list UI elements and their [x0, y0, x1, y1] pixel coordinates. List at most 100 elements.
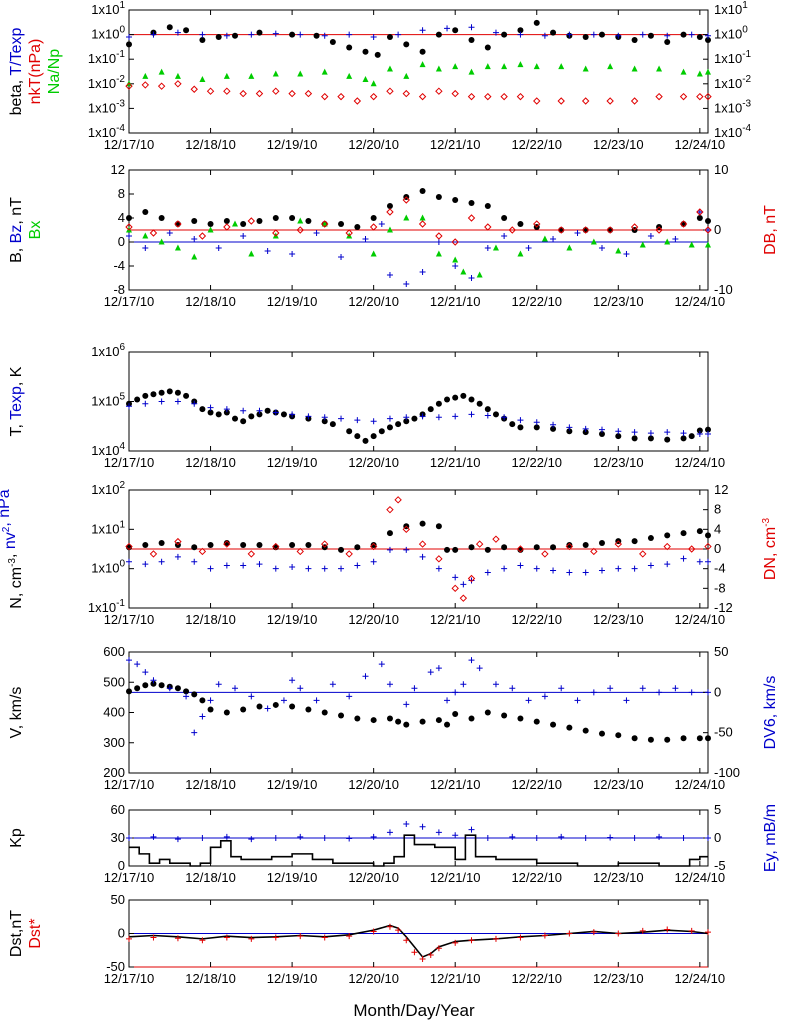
y-tick-label-left: 1x10-3: [88, 98, 126, 115]
data-point: [191, 253, 198, 260]
data-point: [672, 236, 679, 242]
data-point: [296, 226, 304, 234]
data-point: [198, 232, 207, 240]
x-tick-label: 12/22/10: [511, 971, 562, 986]
data-point: [452, 394, 459, 401]
data-point: [679, 92, 688, 101]
data-point: [590, 547, 598, 556]
x-tick-label: 12/23/10: [593, 455, 644, 470]
data-point: [475, 540, 484, 548]
data-point: [705, 32, 711, 39]
data-point: [467, 92, 476, 101]
data-point: [346, 835, 353, 842]
data-point: [598, 31, 605, 38]
y-tick-label-left: 4: [118, 210, 125, 225]
data-point: [289, 677, 296, 684]
data-point: [403, 41, 410, 48]
x-tick-label: 12/20/10: [348, 777, 399, 792]
data-point: [687, 545, 696, 553]
data-point: [255, 89, 264, 98]
y-tick-label-left: 0: [118, 926, 125, 941]
y-tick-label-left: 1x100: [91, 559, 125, 576]
data-point: [647, 430, 654, 437]
data-point: [680, 555, 687, 562]
x-tick-label: 12/24/10: [675, 870, 726, 885]
y-tick-label-left: 300: [103, 735, 125, 750]
data-point: [606, 226, 614, 234]
y-axis-label-left: Dst,nT: [8, 910, 25, 957]
data-point: [346, 693, 353, 700]
data-point: [452, 711, 459, 718]
data-point: [533, 835, 540, 841]
x-tick-label: 12/21/10: [430, 777, 481, 792]
data-point: [517, 61, 524, 68]
data-point: [647, 736, 654, 743]
data-point: [672, 685, 679, 692]
data-point: [272, 409, 279, 416]
data-point: [419, 955, 426, 962]
series-red: [126, 923, 711, 962]
data-point: [174, 244, 181, 251]
data-point: [468, 937, 475, 944]
data-point: [223, 87, 231, 95]
data-point: [452, 546, 459, 553]
data-point: [199, 713, 206, 720]
data-point: [403, 546, 410, 553]
data-point: [126, 41, 132, 48]
data-point: [370, 215, 377, 221]
series-black: [129, 834, 708, 867]
data-point: [305, 706, 312, 713]
series-black: [126, 388, 711, 444]
y-tick-label-right: 1x10-4: [714, 123, 752, 140]
data-point: [566, 930, 573, 937]
data-point: [223, 833, 230, 840]
data-point: [199, 406, 206, 413]
data-point: [386, 33, 393, 40]
x-tick-label: 12/24/10: [675, 777, 726, 792]
data-point: [370, 433, 377, 440]
data-point: [142, 245, 149, 251]
data-point: [639, 927, 646, 934]
y-axis-label-left: Na/Np: [46, 49, 63, 94]
data-point: [321, 835, 328, 841]
data-point: [215, 33, 222, 40]
data-point: [435, 523, 442, 530]
data-point: [615, 732, 622, 739]
data-point: [402, 196, 410, 204]
x-tick-label: 12/19/10: [267, 612, 318, 627]
data-point: [386, 203, 393, 209]
data-point: [427, 406, 434, 413]
data-point: [418, 220, 427, 228]
data-point: [174, 220, 182, 228]
data-point: [696, 558, 703, 565]
data-point: [582, 727, 589, 734]
y-tick-label-right: -4: [714, 561, 726, 576]
data-point: [142, 541, 149, 548]
y-tick-label-right: 0: [714, 684, 721, 699]
x-tick-label: 12/22/10: [511, 870, 562, 885]
data-point: [688, 927, 695, 934]
data-point: [239, 89, 247, 98]
data-point: [704, 542, 712, 551]
y-tick-label-right: 0: [714, 222, 721, 237]
data-point: [468, 411, 475, 418]
data-point: [386, 715, 393, 722]
data-point: [451, 584, 459, 593]
x-tick-label: 12/18/10: [185, 870, 236, 885]
y-tick-label-right: 1x10-2: [714, 74, 752, 91]
y-tick-label-left: 200: [103, 765, 125, 780]
data-point: [386, 87, 394, 95]
data-point: [696, 70, 703, 77]
data-point: [705, 929, 711, 936]
data-point: [150, 934, 157, 941]
x-tick-label: 12/24/10: [675, 294, 726, 309]
data-point: [232, 685, 239, 692]
data-point: [614, 540, 623, 548]
y-tick-label-left: 600: [103, 644, 125, 659]
data-point: [623, 697, 630, 704]
data-point: [126, 403, 132, 410]
data-point: [370, 928, 377, 935]
data-point: [631, 735, 638, 742]
x-tick-label: 12/24/10: [675, 137, 726, 152]
data-point: [174, 537, 182, 546]
